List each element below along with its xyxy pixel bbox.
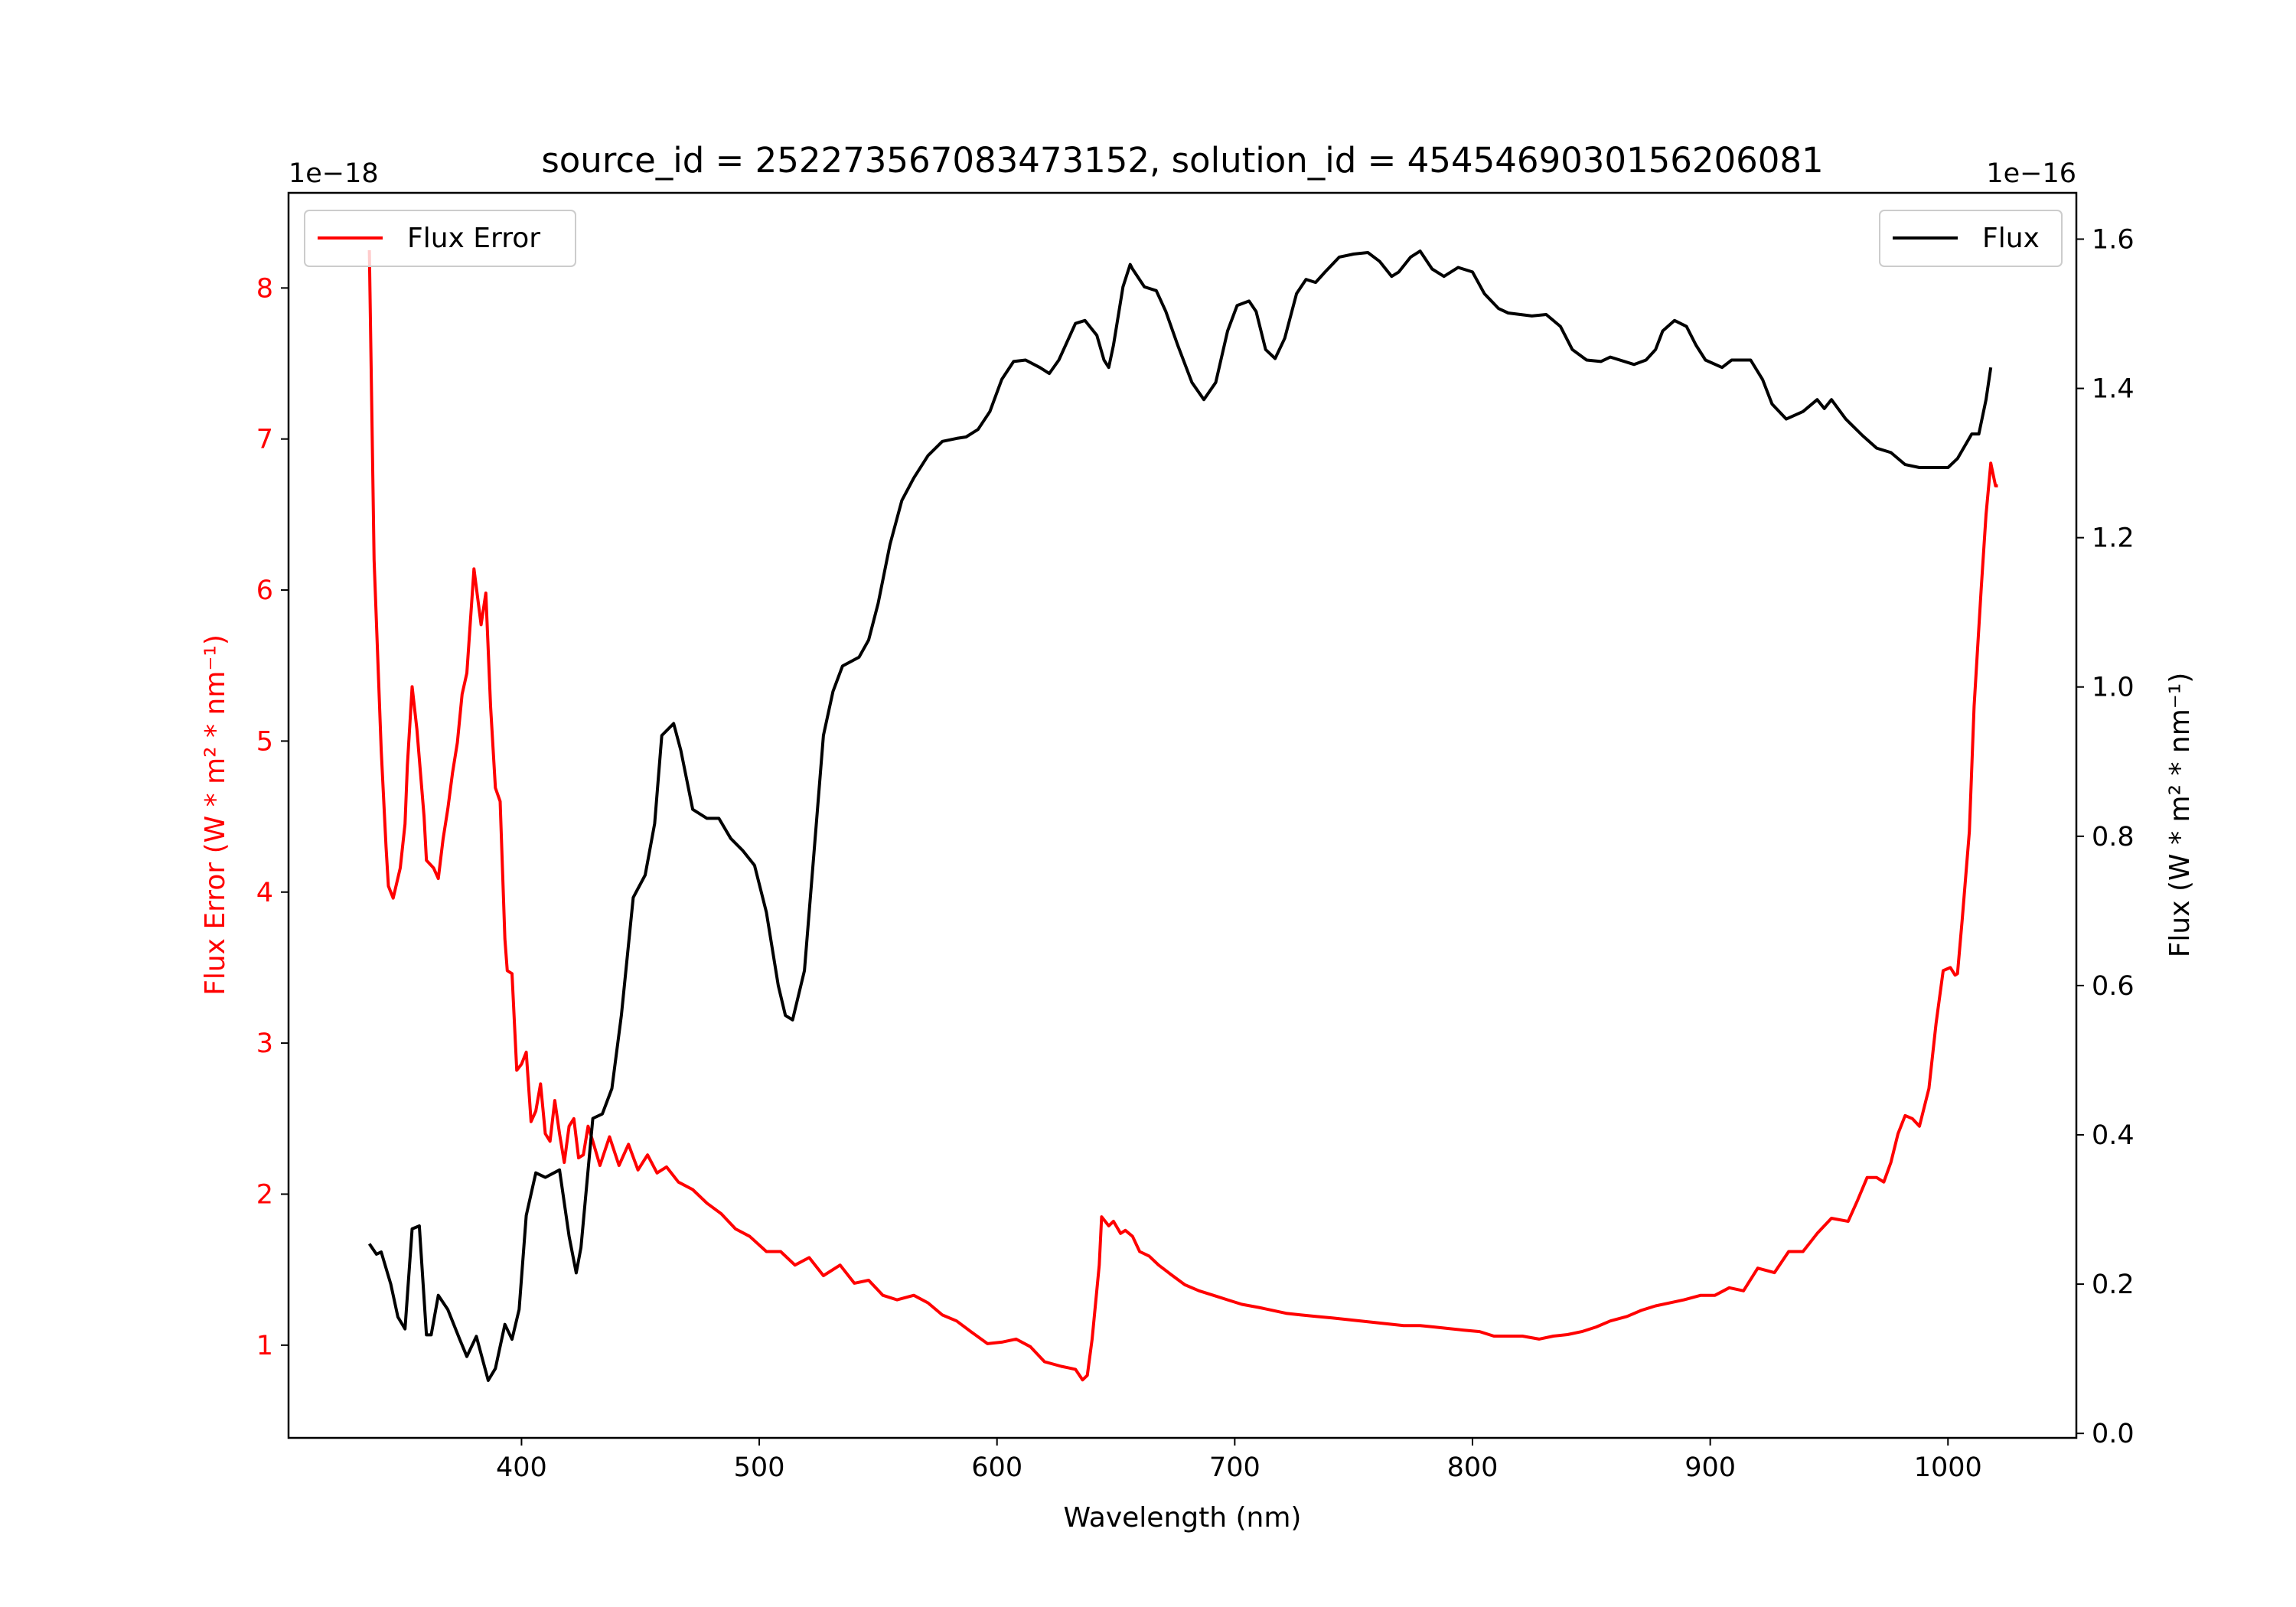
left-y-tick-label: 7 xyxy=(256,425,273,455)
series-layer xyxy=(367,249,1998,1382)
right-y-tick-label: 0.8 xyxy=(2092,822,2135,852)
left-y-tick-label: 6 xyxy=(256,575,273,606)
x-axis-label: Wavelength (nm) xyxy=(1064,1502,1302,1534)
left-y-tick-label: 2 xyxy=(256,1179,273,1210)
right-y-tick-label: 0.2 xyxy=(2092,1270,2135,1300)
x-tick-label: 600 xyxy=(971,1452,1022,1483)
right-axis-offset: 1e−16 xyxy=(1986,158,2076,189)
x-tick-label: 500 xyxy=(734,1452,785,1483)
ticks-layer: 400 500 600 700 800 900 1000 1 2 3 4 5 6 7 8 0.0 0.2 0.4 0… xyxy=(256,224,2135,1483)
legend-flux-error-label: Flux Error xyxy=(407,223,540,254)
right-axis-label: Flux (W * m² * nm⁻¹) xyxy=(2164,673,2196,958)
x-tick-label: 700 xyxy=(1209,1452,1261,1483)
legend-flux-error: Flux Error xyxy=(304,210,576,267)
right-y-tick-label: 1.4 xyxy=(2092,374,2135,405)
left-y-tick-label: 1 xyxy=(256,1331,273,1361)
plot-frame xyxy=(287,191,2078,1439)
left-y-tick-label: 4 xyxy=(256,878,273,908)
x-tick-label: 900 xyxy=(1684,1452,1736,1483)
right-y-tick-label: 0.6 xyxy=(2092,971,2135,1002)
left-axis-offset: 1e−18 xyxy=(289,158,379,189)
legend-flux-label: Flux xyxy=(1982,223,2040,254)
x-tick-label: 400 xyxy=(496,1452,547,1483)
flux-line xyxy=(367,249,1993,1382)
right-y-tick-label: 0.4 xyxy=(2092,1120,2135,1151)
right-y-tick-label: 1.0 xyxy=(2092,673,2135,703)
flux-error-line xyxy=(367,249,1998,1382)
x-tick-label: 1000 xyxy=(1914,1452,1982,1483)
left-y-tick-label: 3 xyxy=(256,1028,273,1059)
right-y-tick-label: 1.2 xyxy=(2092,523,2135,554)
x-tick-label: 800 xyxy=(1447,1452,1499,1483)
right-y-tick-label: 1.6 xyxy=(2092,224,2135,255)
left-y-tick-label: 5 xyxy=(256,726,273,757)
left-y-tick-label: 8 xyxy=(256,273,273,304)
left-axis-label: Flux Error (W * m² * nm⁻¹) xyxy=(200,634,231,996)
legend-flux: Flux xyxy=(1879,210,2063,267)
chart-title: source_id = 252273567083473152, solution… xyxy=(541,140,1823,181)
right-y-tick-label: 0.0 xyxy=(2092,1419,2135,1449)
